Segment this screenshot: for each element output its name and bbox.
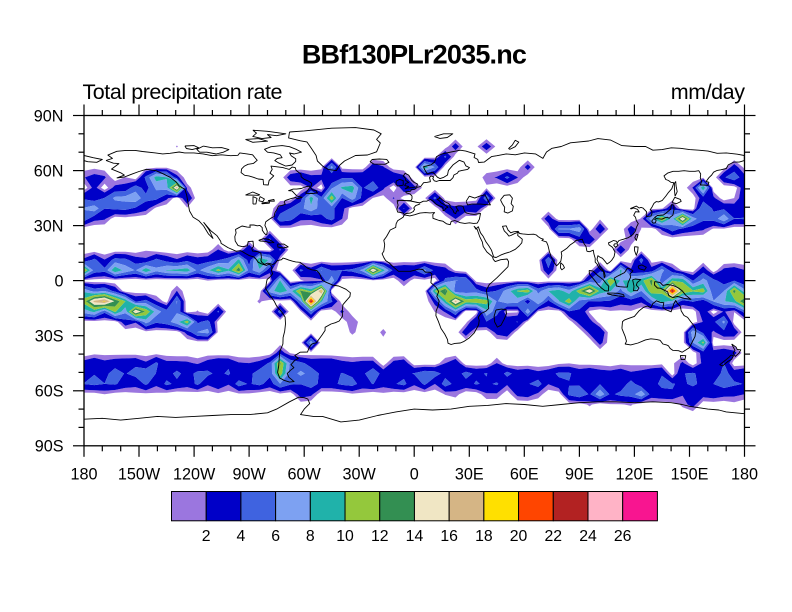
svg-text:18: 18: [475, 528, 493, 545]
svg-text:12: 12: [371, 528, 389, 545]
svg-text:90W: 90W: [232, 466, 266, 484]
svg-text:20: 20: [510, 528, 528, 545]
svg-text:Total precipitation rate: Total precipitation rate: [83, 80, 283, 104]
svg-text:150E: 150E: [671, 466, 709, 484]
svg-text:24: 24: [579, 528, 597, 545]
svg-text:30E: 30E: [455, 466, 484, 484]
svg-text:60W: 60W: [288, 466, 322, 484]
svg-text:180: 180: [731, 466, 758, 484]
svg-text:120E: 120E: [615, 466, 653, 484]
svg-text:90N: 90N: [34, 107, 64, 125]
svg-text:90S: 90S: [35, 438, 64, 456]
svg-text:22: 22: [544, 528, 562, 545]
svg-text:150W: 150W: [118, 466, 161, 484]
svg-text:6: 6: [271, 528, 280, 545]
svg-text:90E: 90E: [565, 466, 594, 484]
svg-text:30S: 30S: [35, 328, 64, 346]
svg-text:16: 16: [440, 528, 458, 545]
svg-text:60N: 60N: [34, 162, 64, 180]
svg-text:60S: 60S: [35, 383, 64, 401]
svg-text:2: 2: [202, 528, 211, 545]
svg-text:26: 26: [614, 528, 632, 545]
svg-text:120W: 120W: [173, 466, 216, 484]
svg-text:60E: 60E: [510, 466, 539, 484]
svg-text:30N: 30N: [34, 217, 64, 235]
svg-text:10: 10: [336, 528, 354, 545]
svg-text:0: 0: [54, 272, 63, 290]
svg-text:14: 14: [406, 528, 424, 545]
svg-text:8: 8: [306, 528, 315, 545]
svg-text:4: 4: [237, 528, 246, 545]
svg-text:30W: 30W: [343, 466, 377, 484]
svg-text:180: 180: [70, 466, 97, 484]
svg-text:mm/day: mm/day: [671, 80, 745, 104]
svg-text:0: 0: [410, 466, 419, 484]
svg-text:BBf130PLr2035.nc: BBf130PLr2035.nc: [302, 40, 527, 70]
